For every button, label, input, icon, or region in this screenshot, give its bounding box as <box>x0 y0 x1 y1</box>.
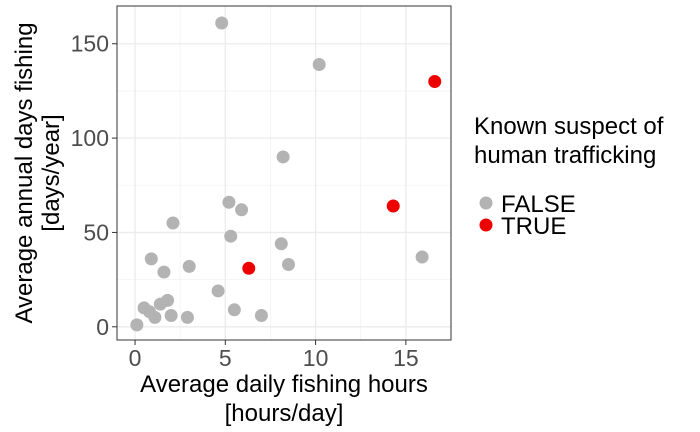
data-point-false <box>282 258 296 272</box>
data-point-false <box>227 303 241 317</box>
data-point-false <box>224 229 238 243</box>
legend-key-false <box>479 196 493 210</box>
y-axis-title-line-2: [days/year] <box>38 114 65 231</box>
data-point-true <box>428 74 442 88</box>
data-point-false <box>215 16 229 30</box>
legend-label-false: FALSE <box>501 191 576 218</box>
x-tick-label: 5 <box>219 345 232 371</box>
grid-lines <box>117 6 451 340</box>
legend-title-line-1: Known suspect of <box>474 113 664 140</box>
data-point-false <box>157 265 171 279</box>
y-tick-label: 100 <box>71 125 109 151</box>
x-axis-title-line-1: Average daily fishing hours <box>140 371 428 398</box>
data-point-false <box>130 318 144 332</box>
legend: Known suspect of human trafficking FALSE… <box>474 113 664 240</box>
data-point-false <box>148 310 162 324</box>
data-point-false <box>254 308 268 322</box>
data-point-false <box>180 310 194 324</box>
x-tick-label: 0 <box>129 345 142 371</box>
data-point-false <box>161 293 175 307</box>
y-tick-label: 0 <box>96 314 109 340</box>
legend-title-line-2: human trafficking <box>474 142 656 169</box>
legend-label-true: TRUE <box>501 213 566 240</box>
data-point-false <box>312 57 326 71</box>
x-tick-label: 10 <box>303 345 329 371</box>
data-point-false <box>182 259 196 273</box>
legend-key-true <box>479 218 493 232</box>
x-tick-label: 15 <box>393 345 419 371</box>
data-point-true <box>242 261 256 275</box>
data-points <box>130 16 442 332</box>
data-point-false <box>144 252 158 266</box>
data-point-false <box>235 203 249 217</box>
x-axis-title-line-2: [hours/day] <box>225 400 344 427</box>
data-point-false <box>276 150 290 164</box>
data-point-false <box>164 308 178 322</box>
y-tick-label: 50 <box>83 219 109 245</box>
data-point-false <box>211 284 225 298</box>
data-point-false <box>166 216 180 230</box>
data-point-false <box>274 237 288 251</box>
y-axis-title-line-1: Average annual days fishing <box>11 22 38 323</box>
plot-border <box>116 5 452 341</box>
y-tick-label: 150 <box>71 31 109 57</box>
data-point-false <box>222 195 236 209</box>
data-point-false <box>415 250 429 264</box>
plot-panel <box>117 6 451 340</box>
data-point-true <box>386 199 400 213</box>
